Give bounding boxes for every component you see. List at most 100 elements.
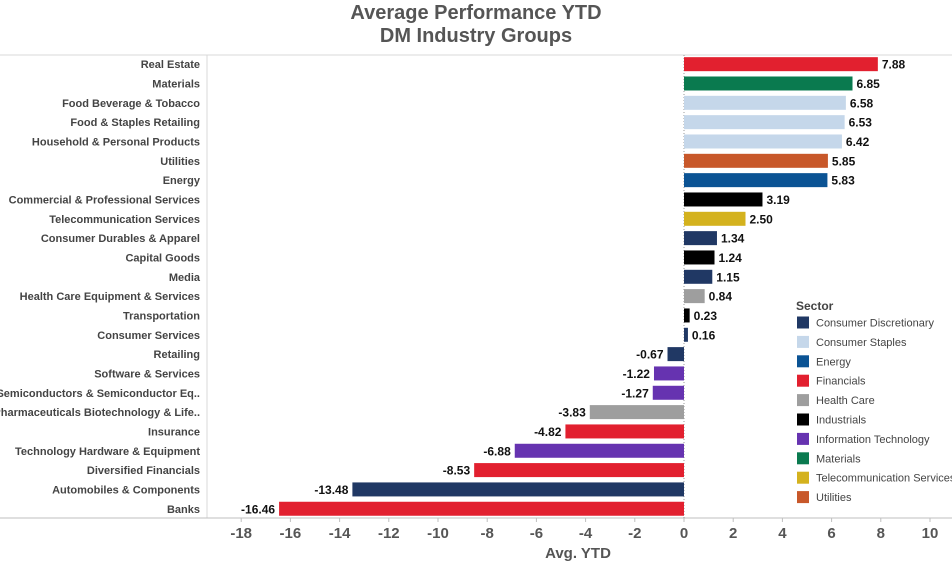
- data-label: 6.58: [850, 96, 874, 110]
- legend-swatch: [797, 491, 809, 504]
- bar: [684, 134, 842, 149]
- data-label: 0.23: [694, 309, 718, 323]
- x-tick-label: 8: [877, 525, 885, 542]
- x-tick-label: -2: [628, 525, 641, 542]
- x-tick-label: 0: [680, 525, 688, 542]
- bar: [589, 405, 684, 420]
- bar: [352, 482, 684, 497]
- bar: [684, 153, 828, 168]
- x-tick-label: -12: [378, 525, 400, 542]
- bar: [474, 463, 684, 478]
- bar: [684, 327, 688, 342]
- category-label: Consumer Services: [97, 330, 200, 342]
- data-label: 1.24: [719, 251, 743, 265]
- bar: [684, 231, 717, 246]
- data-label: 2.50: [750, 212, 774, 226]
- legend-swatch: [797, 394, 809, 407]
- bar: [684, 250, 715, 265]
- bar: [684, 289, 705, 304]
- category-label: Pharmaceuticals Biotechnology & Life..: [0, 407, 200, 419]
- x-axis-title: Avg. YTD: [545, 545, 611, 562]
- x-tick-label: 6: [827, 525, 835, 542]
- legend-swatch: [797, 471, 809, 484]
- legend-entry: Telecommunication Services: [816, 473, 952, 485]
- data-label: -8.53: [443, 464, 471, 478]
- bar: [684, 57, 878, 72]
- x-tick-label: -16: [280, 525, 302, 542]
- legend-swatch: [797, 432, 809, 445]
- legend-swatch: [797, 413, 809, 426]
- category-label: Capital Goods: [125, 252, 200, 264]
- category-label: Utilities: [160, 156, 200, 168]
- legend-entry: Materials: [816, 453, 861, 465]
- bar: [653, 366, 684, 381]
- legend-entry: Energy: [816, 356, 851, 368]
- data-label: 5.85: [832, 154, 856, 168]
- legend-entry: Consumer Discretionary: [816, 318, 934, 330]
- category-label: Commercial & Professional Services: [9, 194, 200, 206]
- category-label: Software & Services: [94, 368, 200, 380]
- category-label: Real Estate: [141, 59, 200, 71]
- bar: [684, 192, 763, 207]
- category-label: Semiconductors & Semiconductor Eq..: [0, 388, 200, 400]
- bar: [652, 385, 684, 400]
- legend-title: Sector: [796, 299, 834, 313]
- category-label: Automobiles & Components: [52, 484, 200, 496]
- legend-swatch: [797, 316, 809, 329]
- data-label: -1.27: [621, 386, 649, 400]
- bar: [684, 76, 853, 91]
- category-label: Insurance: [148, 426, 200, 438]
- category-label: Retailing: [154, 349, 200, 361]
- category-label: Telecommunication Services: [49, 214, 200, 226]
- x-tick-label: -4: [579, 525, 593, 542]
- data-label: -0.67: [636, 348, 664, 362]
- category-label: Health Care Equipment & Services: [20, 291, 200, 303]
- legend-swatch: [797, 452, 809, 465]
- bar: [514, 443, 684, 458]
- bar: [684, 269, 713, 284]
- legend-swatch: [797, 335, 809, 348]
- x-tick-label: -6: [530, 525, 543, 542]
- data-label: -16.46: [241, 502, 275, 516]
- bar: [684, 308, 690, 323]
- category-label: Food Beverage & Tobacco: [62, 98, 200, 110]
- legend-entry: Consumer Staples: [816, 337, 907, 349]
- chart-title: Average Performance YTD: [350, 2, 602, 24]
- x-tick-label: -18: [230, 525, 252, 542]
- bar: [684, 173, 828, 188]
- category-label: Banks: [167, 504, 200, 516]
- x-tick-label: -10: [427, 525, 449, 542]
- legend-swatch: [797, 374, 809, 387]
- data-label: -13.48: [314, 483, 348, 497]
- bar: [684, 211, 746, 226]
- category-label: Technology Hardware & Equipment: [15, 446, 200, 458]
- data-label: 3.19: [766, 193, 790, 207]
- legend-entry: Health Care: [816, 395, 875, 407]
- data-label: 0.16: [692, 328, 716, 342]
- data-label: 6.42: [846, 135, 870, 149]
- x-tick-label: -8: [481, 525, 494, 542]
- bar: [684, 95, 846, 110]
- data-label: 0.84: [709, 290, 733, 304]
- bar: [684, 115, 845, 130]
- data-label: 1.34: [721, 232, 745, 246]
- legend-swatch: [797, 355, 809, 368]
- data-label: 6.53: [849, 116, 873, 130]
- chart-subtitle: DM Industry Groups: [379, 25, 573, 47]
- category-label: Food & Staples Retailing: [70, 117, 200, 129]
- data-label: 6.85: [857, 77, 881, 91]
- category-label: Consumer Durables & Apparel: [41, 233, 200, 245]
- bar: [565, 424, 684, 439]
- legend-entry: Financials: [816, 376, 866, 388]
- category-label: Household & Personal Products: [32, 136, 200, 148]
- legend-entry: Industrials: [816, 415, 867, 427]
- data-label: -6.88: [483, 444, 511, 458]
- data-label: 5.83: [831, 174, 855, 188]
- x-tick-label: 10: [922, 525, 939, 542]
- data-label: -1.22: [623, 367, 651, 381]
- data-label: 7.88: [882, 58, 906, 72]
- category-label: Transportation: [123, 310, 200, 322]
- category-label: Media: [169, 272, 201, 284]
